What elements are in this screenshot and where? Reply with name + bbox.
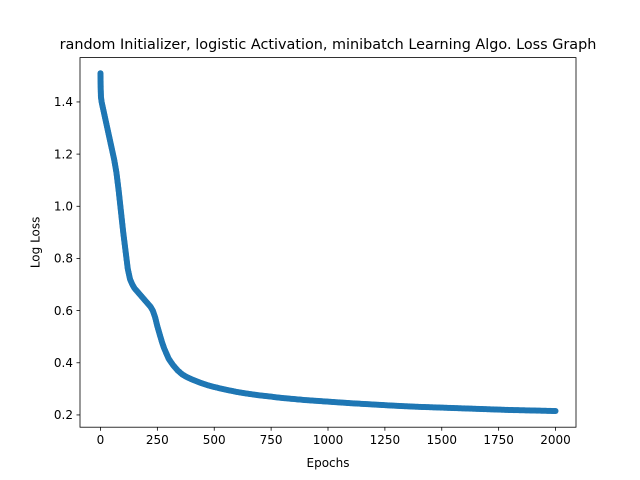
data-point [149, 307, 156, 314]
data-point [183, 374, 190, 381]
data-point [106, 135, 113, 142]
data-point [115, 187, 122, 194]
data-point [205, 382, 212, 389]
x-tick-label: 1000 [313, 433, 344, 447]
data-point [222, 386, 229, 393]
x-tick-label: 1250 [370, 433, 401, 447]
data-point [290, 396, 297, 403]
data-point [199, 380, 206, 387]
data-point [268, 393, 275, 400]
data-point [98, 98, 105, 105]
data-point [127, 276, 134, 283]
data-point [188, 376, 195, 383]
data-point [461, 405, 468, 412]
x-tick-label: 2000 [540, 433, 571, 447]
data-point [99, 104, 106, 111]
data-point [211, 384, 218, 391]
y-tick-label: 0.6 [54, 304, 73, 318]
data-point [529, 407, 536, 414]
data-point [165, 355, 172, 362]
y-tick-label: 1.4 [54, 95, 73, 109]
y-axis-label: Log Loss [29, 217, 43, 269]
data-point [120, 229, 127, 236]
data-point [170, 362, 177, 369]
data-point [154, 323, 161, 330]
data-point [416, 403, 423, 410]
data-point [325, 398, 331, 405]
x-tick-label: 750 [260, 433, 283, 447]
data-point [122, 247, 129, 254]
data-point [256, 392, 263, 399]
data-point [113, 169, 120, 176]
data-point [108, 145, 115, 152]
data-point [97, 70, 104, 77]
data-point [194, 378, 201, 385]
data-point [152, 314, 159, 321]
data-point [313, 397, 320, 404]
x-tick-label: 1750 [483, 433, 514, 447]
data-point [179, 371, 186, 378]
y-tick-label: 1.2 [54, 147, 73, 161]
data-point [552, 408, 559, 415]
x-axis-label: Epochs [307, 456, 350, 470]
y-tick-label: 0.8 [54, 252, 73, 266]
data-point [104, 125, 111, 132]
data-point [245, 390, 252, 397]
data-point [161, 345, 168, 352]
plot-layer [97, 70, 559, 415]
x-tick-label: 0 [97, 433, 105, 447]
y-axis-ticks: 0.2 0.4 0.6 0.8 1.0 1.2 1.4 [54, 95, 80, 422]
data-point [233, 388, 240, 395]
data-point [111, 156, 118, 163]
x-axis-ticks: 0 250 500 750 1000 1250 1500 1750 2000 [97, 427, 571, 447]
data-point [370, 401, 377, 408]
data-point [302, 397, 309, 404]
data-point [158, 338, 165, 345]
data-point [347, 400, 354, 407]
data-point [156, 331, 163, 338]
y-tick-label: 0.2 [54, 408, 73, 422]
chart-title: random Initializer, logistic Activation,… [60, 37, 597, 53]
data-point [102, 114, 109, 121]
data-point [97, 93, 104, 100]
x-tick-label: 500 [203, 433, 226, 447]
x-tick-label: 250 [146, 433, 169, 447]
data-point [393, 402, 400, 409]
y-tick-label: 1.0 [54, 200, 73, 214]
x-tick-label: 1500 [426, 433, 457, 447]
data-point [97, 85, 104, 92]
data-point [484, 406, 491, 413]
data-point [174, 367, 181, 374]
data-point [507, 406, 514, 413]
data-point [279, 394, 286, 401]
data-point [124, 265, 131, 272]
data-point [163, 350, 170, 357]
y-tick-label: 0.4 [54, 356, 73, 370]
data-point [117, 208, 124, 215]
data-point [438, 404, 445, 411]
